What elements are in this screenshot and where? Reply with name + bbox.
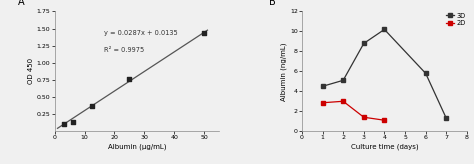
Y-axis label: OD 450: OD 450 (28, 58, 34, 84)
Line: 3D: 3D (320, 28, 448, 120)
Line: 2D: 2D (320, 99, 386, 122)
2D (319, 102, 325, 104)
2D (382, 119, 387, 121)
3D (443, 117, 449, 119)
Point (69, 121, 76, 124)
X-axis label: Albumin (μg/mL): Albumin (μg/mL) (108, 143, 166, 150)
3D (361, 42, 366, 44)
3D (319, 85, 325, 87)
Point (201, 31, 208, 34)
Point (88, 104, 96, 107)
Legend: 3D, 2D: 3D, 2D (447, 13, 465, 26)
Text: A: A (18, 0, 25, 7)
3D (340, 79, 346, 81)
X-axis label: Culture time (days): Culture time (days) (351, 143, 418, 150)
2D (361, 116, 366, 118)
Text: B: B (269, 0, 276, 7)
Text: y = 0.0287x + 0.0135: y = 0.0287x + 0.0135 (104, 31, 178, 36)
Point (60, 123, 67, 126)
2D (340, 100, 346, 102)
3D (382, 28, 387, 30)
Point (126, 77, 133, 80)
3D (423, 72, 428, 74)
Y-axis label: Albumin (ng/mL): Albumin (ng/mL) (281, 42, 287, 101)
Text: R² = 0.9975: R² = 0.9975 (104, 47, 144, 53)
